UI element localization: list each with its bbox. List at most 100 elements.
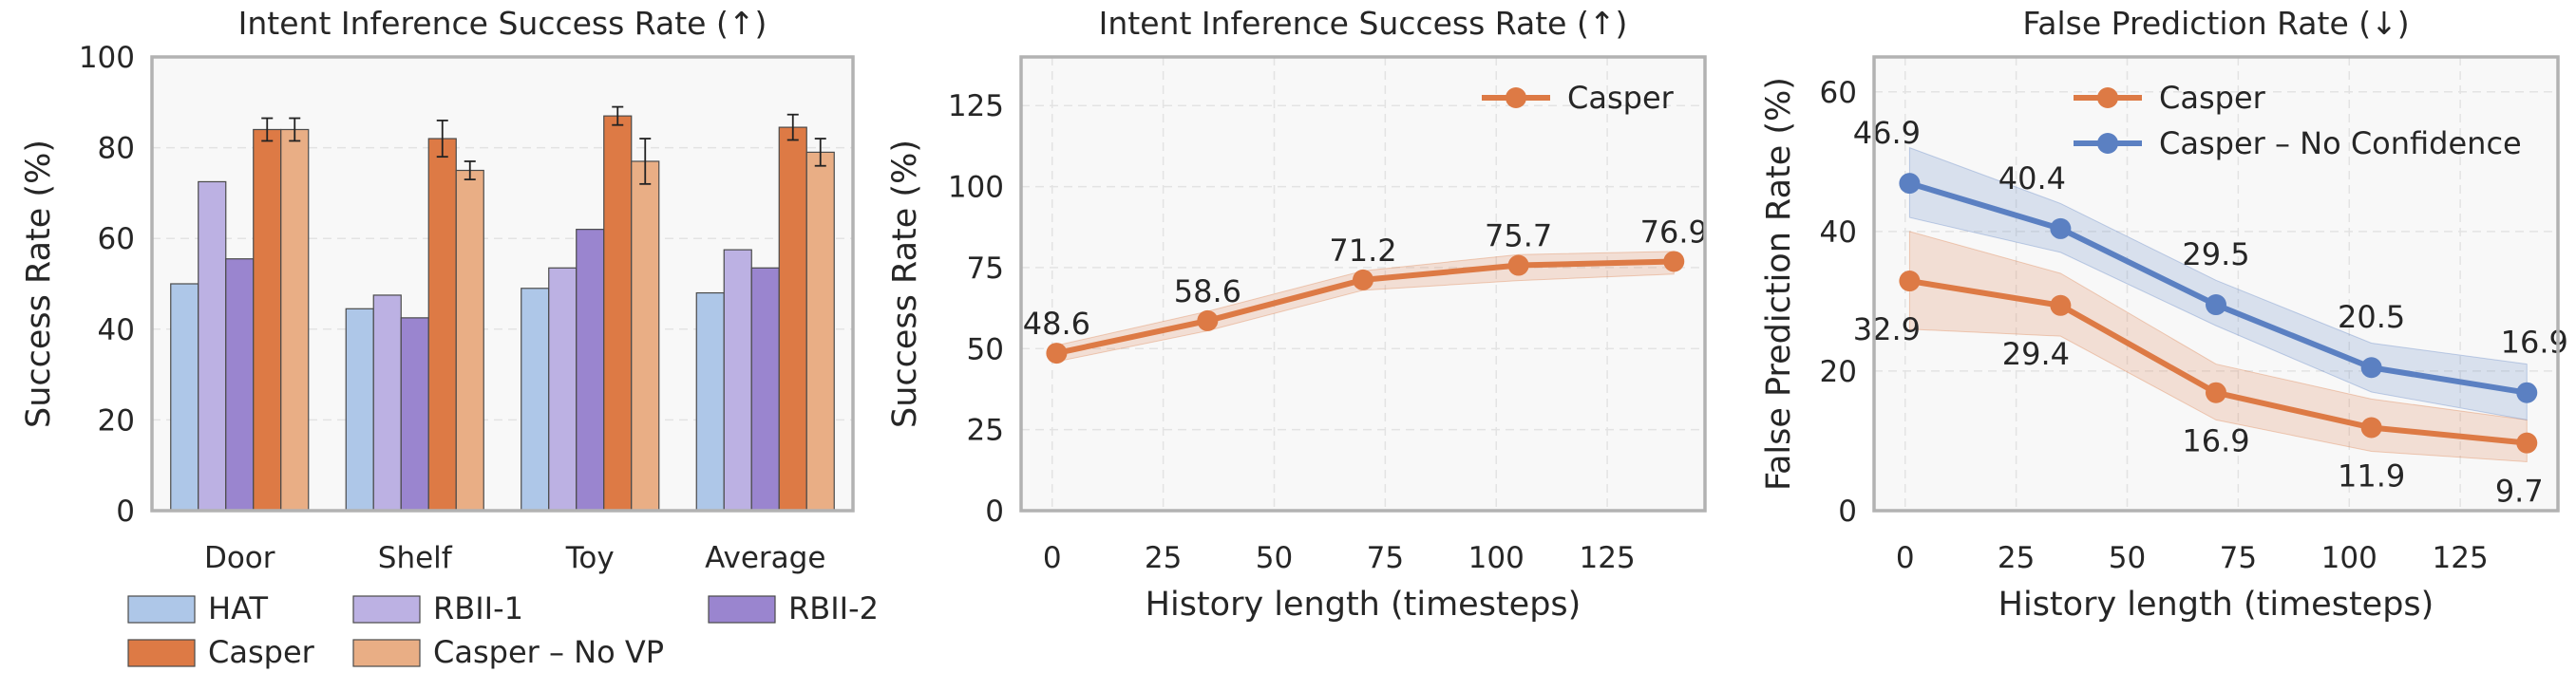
x-tick-label: 50: [2109, 541, 2146, 575]
x-axis-label-1: History length (timesteps): [1146, 586, 1582, 624]
bar-RBII-2-Toy: [576, 229, 605, 512]
bar-RBII-1-Shelf: [372, 294, 402, 512]
x-tick-label: 75: [2220, 541, 2257, 575]
legend-label-RBII-2: RBII-2: [788, 590, 879, 626]
data-label: 76.9: [1640, 214, 1708, 250]
y-tick-label: 80: [98, 132, 135, 166]
bar-Casper – No VP-Shelf: [455, 169, 484, 512]
data-point-Casper: [1663, 251, 1685, 272]
data-point-Casper: [1353, 269, 1373, 290]
data-label: 48.6: [1023, 306, 1090, 342]
data-point-Casper – No Confidence: [2050, 217, 2072, 239]
y-tick-label: 125: [948, 89, 1004, 123]
bar-HAT-Shelf: [345, 308, 374, 512]
x-tick-label: 100: [2321, 541, 2377, 575]
bar-RBII-2-Door: [225, 258, 255, 512]
y-tick-label: 0: [116, 495, 135, 529]
y-tick-label: 60: [1820, 76, 1857, 110]
legend-marker-Casper – No Confidence: [2097, 133, 2118, 154]
data-label: 40.4: [1998, 160, 2066, 196]
x-tick-label: 75: [1367, 541, 1404, 575]
confidence-band-Casper: [1055, 251, 1675, 363]
data-point-Casper: [1507, 254, 1529, 276]
y-tick-label: 75: [967, 252, 1004, 286]
legend-swatch-Casper: [127, 639, 196, 667]
x-tick-label: 25: [1998, 541, 2035, 575]
y-tick-label: 50: [967, 332, 1004, 366]
y-tick-label: 100: [79, 41, 135, 75]
bar-RBII-1-Average: [723, 249, 752, 512]
x-axis-label-2: History length (timesteps): [1998, 586, 2434, 624]
plot-frame-0: [150, 55, 855, 513]
data-label: 29.5: [2182, 236, 2249, 272]
data-point-Casper – No Confidence: [2516, 382, 2538, 403]
bar-RBII-2-Shelf: [400, 317, 429, 512]
plot-frame-2: [1872, 55, 2560, 513]
chart-title-0: Intent Inference Success Rate (↑): [238, 5, 767, 42]
bar-HAT-Door: [170, 283, 199, 512]
bar-RBII-1-Door: [198, 180, 227, 512]
data-label: 9.7: [2495, 474, 2544, 510]
legend-swatch-RBII-1: [352, 595, 421, 624]
data-point-Casper: [2516, 432, 2538, 454]
y-tick-label: 60: [98, 222, 135, 256]
data-point-Casper – No Confidence: [2360, 357, 2382, 379]
bar-Casper-Door: [253, 128, 282, 512]
y-tick-label: 25: [967, 414, 1004, 448]
legend-label-HAT: HAT: [208, 590, 268, 626]
x-tick-label: 125: [2433, 541, 2489, 575]
y-axis-label-0: Success Rate (%): [20, 140, 58, 428]
x-tick-label: 50: [1256, 541, 1293, 575]
data-point-Casper: [2050, 294, 2072, 316]
confidence-band-Casper: [1908, 231, 2528, 463]
data-label: 11.9: [2338, 458, 2405, 494]
legend-label-Casper: Casper: [2159, 80, 2266, 116]
data-point-Casper: [2206, 382, 2226, 403]
legend-label-Casper: Casper: [1567, 80, 1675, 116]
bar-Casper – No VP-Door: [280, 128, 310, 512]
confidence-band-Casper – No Confidence: [1908, 146, 2528, 420]
data-point-Casper: [1197, 309, 1219, 331]
data-label: 75.7: [1485, 218, 1552, 254]
data-label: 71.2: [1329, 233, 1396, 269]
data-label: 32.9: [1853, 311, 1921, 347]
data-point-Casper: [1899, 271, 1921, 292]
y-axis-label-2: False Prediction Rate (%): [1760, 77, 1798, 491]
legend-swatch-RBII-2: [708, 595, 776, 624]
y-tick-label: 0: [1838, 495, 1857, 529]
bar-HAT-Average: [695, 291, 725, 512]
y-tick-label: 0: [985, 495, 1004, 529]
x-tick-label: 125: [1580, 541, 1636, 575]
plot-frame-1: [1019, 55, 1707, 513]
bar-HAT-Toy: [521, 288, 550, 512]
bar-Casper – No VP-Average: [805, 151, 835, 512]
bar-RBII-1-Toy: [548, 267, 578, 512]
legend-marker-Casper: [2097, 87, 2118, 108]
y-axis-label-1: Success Rate (%): [886, 140, 924, 428]
x-tick-label: Toy: [565, 541, 615, 575]
y-tick-label: 40: [1820, 215, 1857, 250]
legend-label-Casper: Casper: [208, 634, 315, 670]
data-point-Casper: [1046, 343, 1068, 364]
x-tick-label: 0: [1896, 541, 1915, 575]
legend-label-Casper – No Confidence: Casper – No Confidence: [2159, 125, 2522, 161]
legend-label-Casper – No VP: Casper – No VP: [433, 634, 664, 670]
x-tick-label: 0: [1043, 541, 1062, 575]
x-tick-label: Door: [204, 541, 275, 575]
chart-title-2: False Prediction Rate (↓): [2022, 5, 2409, 42]
legend-marker-Casper: [1506, 87, 1526, 108]
data-label: 58.6: [1174, 273, 1241, 309]
y-tick-label: 20: [1820, 355, 1857, 389]
bar-Casper-Toy: [603, 115, 633, 512]
x-tick-label: 100: [1468, 541, 1525, 575]
legend-swatch-HAT: [127, 595, 196, 624]
chart-title-1: Intent Inference Success Rate (↑): [1099, 5, 1628, 42]
bar-Casper-Shelf: [427, 138, 457, 512]
bar-Casper-Average: [778, 126, 807, 512]
x-tick-label: Shelf: [378, 541, 453, 575]
data-point-Casper – No Confidence: [1899, 173, 1921, 195]
x-tick-label: Average: [705, 541, 825, 575]
data-point-Casper: [2360, 417, 2382, 439]
y-tick-label: 40: [98, 313, 135, 347]
